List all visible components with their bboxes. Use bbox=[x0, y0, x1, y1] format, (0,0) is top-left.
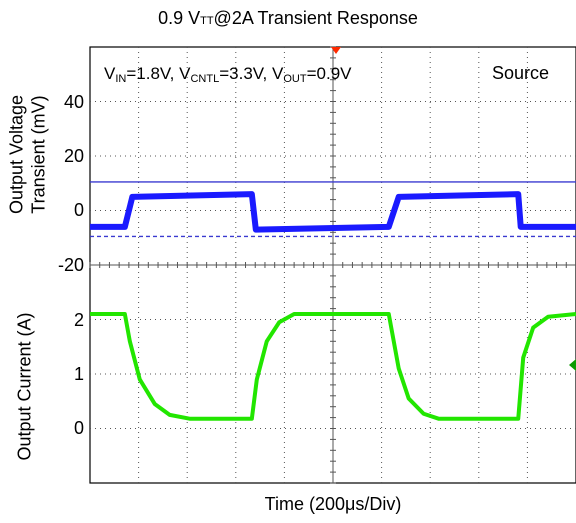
voltage-tick-label: 20 bbox=[63, 146, 84, 166]
mode-annotation: Source bbox=[492, 63, 549, 83]
current-trace bbox=[90, 312, 576, 421]
traces bbox=[90, 181, 576, 421]
conditions-annotation: VIN=1.8V, VCNTL=3.3V, VOUT=0.9V bbox=[104, 64, 352, 85]
current-ref-marker-icon bbox=[569, 359, 576, 371]
voltage-tick-label: 40 bbox=[63, 92, 84, 112]
current-tick-label: 2 bbox=[73, 310, 84, 330]
chart-title: 0.9 VTT@2A Transient Response bbox=[158, 8, 418, 28]
voltage-trace bbox=[90, 191, 576, 233]
voltage-tick-label: 0 bbox=[73, 200, 84, 220]
current-tick-label: 1 bbox=[73, 364, 84, 384]
x-axis-label: Time (200μs/Div) bbox=[264, 494, 402, 514]
trigger-marker-icon bbox=[331, 47, 341, 54]
voltage-tick-label: -20 bbox=[57, 255, 84, 275]
current-tick-label: 0 bbox=[73, 418, 84, 438]
grid bbox=[89, 46, 576, 484]
